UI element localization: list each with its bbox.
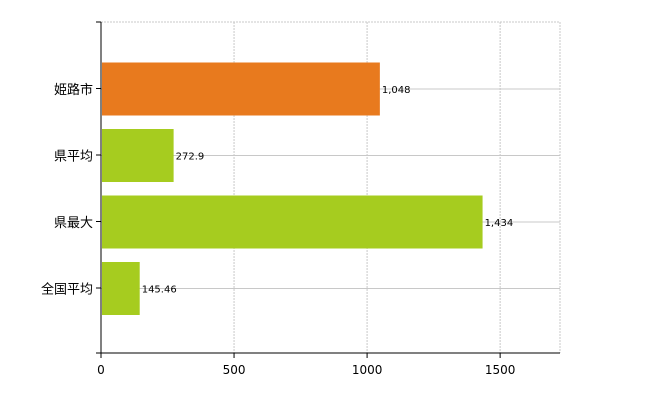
category-label: 姫路市 (54, 82, 93, 98)
data-label: 145.46 (142, 285, 177, 296)
category-label: 全国平均 (41, 282, 93, 298)
data-label: 272.9 (176, 152, 205, 163)
x-tick-label: 0 (97, 363, 105, 377)
bars (102, 62, 483, 315)
category-label: 県最大 (54, 216, 93, 231)
bar (102, 129, 174, 182)
data-label: 1,048 (382, 85, 411, 96)
x-tick-label: 1000 (352, 363, 383, 377)
category-label: 県平均 (54, 150, 93, 165)
bar (102, 262, 140, 315)
data-label: 1,434 (485, 218, 514, 229)
x-tick-label: 500 (223, 363, 246, 377)
x-tick-label: 1500 (485, 363, 516, 377)
axes (96, 21, 560, 358)
bar (102, 62, 380, 116)
bar (102, 195, 483, 249)
